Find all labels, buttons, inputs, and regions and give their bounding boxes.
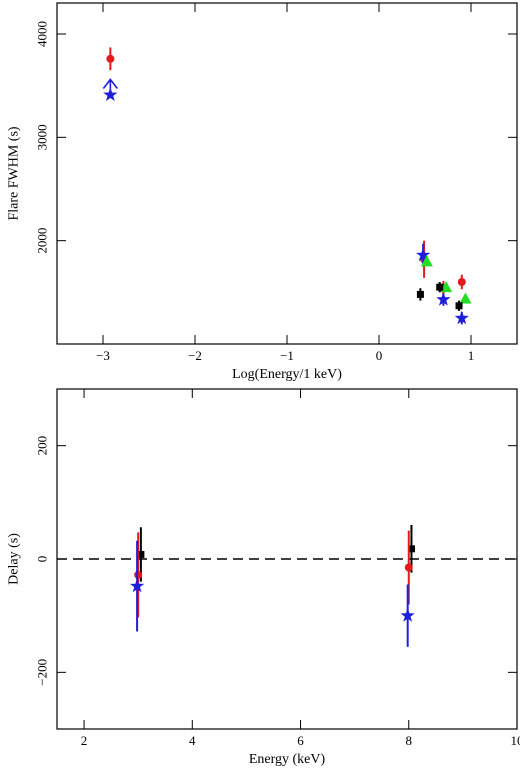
data-point-star xyxy=(454,310,469,325)
x-tick-label: 6 xyxy=(297,733,304,748)
data-point-square xyxy=(137,550,145,558)
x-tick-label: 4 xyxy=(189,733,196,748)
x-tick-label: −2 xyxy=(188,348,202,363)
x-tick-label: 2 xyxy=(81,733,88,748)
y-tick-label: 0 xyxy=(35,556,50,563)
y-tick-label: 4000 xyxy=(35,21,50,47)
data-point-star xyxy=(416,247,431,262)
x-axis-title: Energy (keV) xyxy=(249,752,326,767)
x-tick-label: 0 xyxy=(376,348,383,363)
data-point-star xyxy=(129,578,145,593)
panel-delay-vs-energy: 2 4 6 8 10 −200 0 200 Energy (keV) Delay (s) xyxy=(7,388,520,767)
x-tick-label: 8 xyxy=(406,733,413,748)
data-point-square xyxy=(416,290,424,298)
y-axis-title: Delay (s) xyxy=(7,533,22,585)
data-point-square xyxy=(455,302,463,310)
y-tick-label: 3000 xyxy=(35,124,50,150)
y-tick-label: −200 xyxy=(35,659,50,686)
data-point-circle xyxy=(106,54,115,63)
data-point-circle xyxy=(134,570,143,579)
data-point-triangle xyxy=(459,292,472,304)
x-axis-title: Log(Energy/1 keV) xyxy=(232,367,342,382)
data-point-star xyxy=(103,87,118,102)
plot-frame xyxy=(56,2,518,345)
data-point-circle xyxy=(457,278,466,286)
x-tick-label: 10 xyxy=(511,733,520,748)
lower-limit-arrow xyxy=(102,78,118,89)
data-point-circle xyxy=(404,563,413,572)
data-point-square xyxy=(436,283,444,291)
y-tick-label: 2000 xyxy=(35,228,50,254)
x-tick-label: −1 xyxy=(280,348,294,363)
y-tick-label: 200 xyxy=(35,436,50,456)
data-point-star xyxy=(436,292,451,306)
x-tick-label: −3 xyxy=(96,348,110,363)
panel-fwhm-vs-log-energy: −3 −2 −1 0 1 2000 3000 4000 Log(Energy/1 keV) Fla… xyxy=(7,2,518,382)
y-axis-title: Flare FWHM (s) xyxy=(7,126,22,220)
data-point-triangle xyxy=(420,255,433,267)
x-tick-label: 1 xyxy=(468,348,475,363)
data-point-square xyxy=(407,545,415,553)
data-point-star xyxy=(400,608,415,622)
